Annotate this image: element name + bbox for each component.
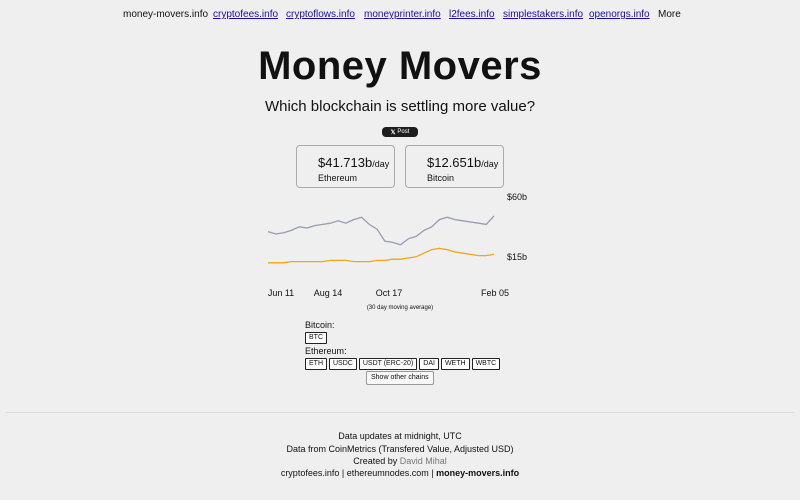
nav-link-cryptoflows[interactable]: cryptoflows.info	[286, 9, 355, 20]
x-tick-label: Feb 05	[481, 288, 509, 298]
settlement-line-chart: $60b $15b Jun 11 Aug 14 Oct 17 Feb 05	[267, 192, 527, 298]
top-nav: money-movers.info cryptofees.info crypto…	[0, 9, 800, 23]
nav-home[interactable]: money-movers.info	[123, 9, 209, 20]
y-tick-label: $60b	[507, 192, 527, 202]
x-logo-icon: 𝕏	[390, 129, 396, 136]
nav-more-menu[interactable]: More	[658, 9, 681, 20]
x-tick-label: Oct 17	[376, 288, 403, 298]
asset-toggle-wbtc[interactable]: WBTC	[471, 358, 501, 370]
footer-update-note: Data updates at midnight, UTC	[338, 431, 462, 441]
author-link[interactable]: David Mihal	[399, 456, 447, 466]
bitcoin-stat-label: Bitcoin	[427, 173, 455, 183]
footer-divider	[5, 412, 795, 413]
nav-link-openorgs[interactable]: openorgs.info	[589, 9, 650, 20]
y-tick-label: $15b	[507, 252, 527, 262]
ethereum-stat-label: Ethereum	[318, 173, 358, 183]
asset-toggle-dai[interactable]: DAI	[419, 358, 439, 370]
series-line-ethereum	[267, 215, 495, 246]
footer-data-source: Data from CoinMetrics (Transfered Value,…	[286, 444, 514, 454]
asset-toggle-usdt[interactable]: USDT (ERC-20)	[358, 358, 418, 370]
footer-separator: |	[431, 468, 434, 478]
chart-note: (30 day moving average)	[366, 305, 434, 311]
page-title: Money Movers	[258, 44, 542, 88]
footer-link-money-movers[interactable]: money-movers.info	[436, 468, 520, 478]
bitcoin-assets-label: Bitcoin:	[305, 320, 335, 330]
page-subtitle: Which blockchain is settling more value?	[264, 98, 536, 115]
series-line-bitcoin	[268, 247, 495, 264]
show-other-chains-button[interactable]: Show other chains	[366, 371, 434, 385]
share-post-button[interactable]: 𝕏 Post	[382, 127, 418, 137]
share-post-label: Post	[397, 129, 410, 135]
ethereum-stat-card: $41.713b/day Ethereum	[296, 145, 395, 188]
footer-link-ethereumnodes[interactable]: ethereumnodes.com	[346, 468, 429, 478]
ethereum-assets-label: Ethereum:	[305, 346, 347, 356]
footer-link-cryptofees[interactable]: cryptofees.info	[280, 468, 340, 478]
bitcoin-asset-chips: BTC	[305, 332, 327, 344]
footer-created-by: Created by	[353, 456, 398, 466]
ethereum-value: $41.713b	[318, 155, 373, 170]
nav-link-cryptofees[interactable]: cryptofees.info	[213, 9, 279, 20]
bitcoin-stat-card: $12.651b/day Bitcoin	[405, 145, 504, 188]
footer-credits: Created by David Mihal	[0, 456, 800, 466]
bitcoin-stat-value: $12.651b/day	[427, 155, 498, 170]
bitcoin-unit: /day	[481, 159, 499, 169]
nav-link-l2fees[interactable]: l2fees.info	[449, 9, 495, 20]
asset-toggle-usdc[interactable]: USDC	[329, 358, 357, 370]
asset-toggle-weth[interactable]: WETH	[440, 358, 470, 370]
ethereum-asset-chips: ETH USDC USDT (ERC-20) DAI WETH WBTC	[305, 358, 501, 370]
x-tick-label: Jun 11	[268, 288, 294, 298]
ethereum-stat-value: $41.713b/day	[318, 155, 389, 170]
nav-link-moneyprinter[interactable]: moneyprinter.info	[364, 9, 441, 20]
bitcoin-value: $12.651b	[427, 155, 482, 170]
footer-separator: |	[341, 468, 345, 478]
footer-sites: cryptofees.info | ethereumnodes.com | mo…	[0, 468, 800, 478]
nav-link-simplestakers[interactable]: simplestakers.info	[503, 9, 584, 20]
ethereum-unit: /day	[372, 159, 390, 169]
asset-toggle-btc[interactable]: BTC	[305, 332, 327, 344]
x-tick-label: Aug 14	[314, 288, 343, 298]
asset-toggle-eth[interactable]: ETH	[305, 358, 327, 370]
